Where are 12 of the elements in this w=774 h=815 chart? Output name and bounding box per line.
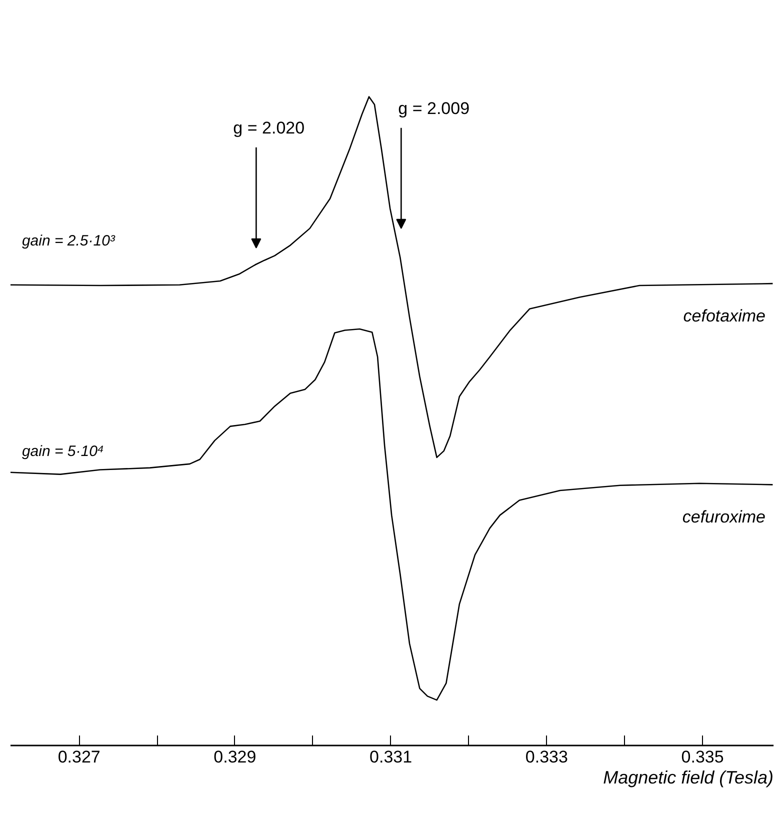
annotation: g = 2.020 [233,118,305,138]
annotation: g = 2.009 [398,99,470,118]
x-tick-label: 0.327 [58,748,100,766]
x-tick-label: 0.329 [214,748,256,766]
x-tick-label: 0.335 [681,748,724,766]
series-label: cefuroxime [682,508,766,527]
x-axis-title: Magnetic field (Tesla) [603,768,774,788]
annotation: gain = 5·10⁴ [22,442,104,460]
x-tick-label: 0.331 [370,748,412,766]
x-tick-label: 0.333 [525,748,568,766]
annotation: gain = 2.5·10³ [22,232,116,250]
series-label: cefotaxime [683,306,766,326]
